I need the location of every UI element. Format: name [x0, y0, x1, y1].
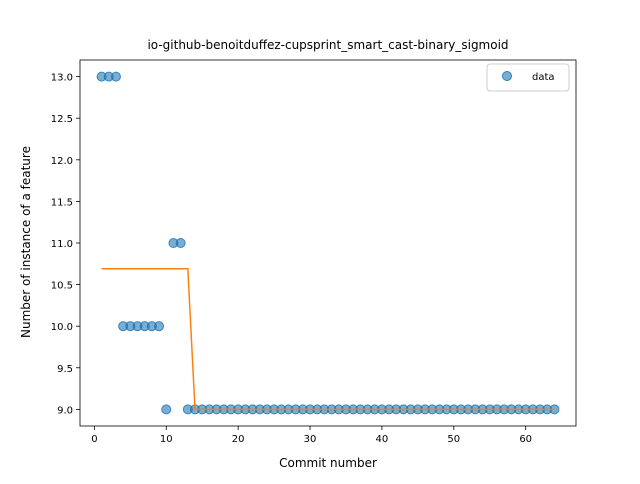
data-point [154, 321, 165, 332]
x-tick-label: 10 [160, 434, 173, 445]
x-tick-label: 0 [91, 434, 97, 445]
y-tick-label: 10.5 [51, 281, 73, 292]
x-axis-label: Commit number [279, 456, 377, 470]
x-tick-label: 60 [519, 434, 532, 445]
data-point [161, 404, 172, 415]
legend-box [486, 63, 570, 92]
y-tick-label: 13.0 [51, 73, 73, 84]
x-tick-label: 50 [447, 434, 460, 445]
legend-label-data: data [532, 72, 555, 83]
y-tick-label: 10.0 [51, 322, 73, 333]
y-axis-label: Number of instance of a feature [19, 146, 33, 338]
y-tick-label: 11.0 [51, 239, 73, 250]
data-point [110, 71, 121, 82]
y-tick-label: 12.0 [51, 156, 73, 167]
chart-title: io-github-benoitduffez-cupsprint_smart_c… [147, 38, 508, 52]
x-tick-label: 20 [232, 434, 245, 445]
axes: 0 10 20 30 40 50 60 9.0 9.5 10.0 10.5 11.0 11.5 12.0 1… [51, 59, 577, 445]
legend-marker-data [502, 71, 512, 81]
y-tick-label: 11.5 [51, 197, 73, 208]
x-tick-label: 30 [304, 434, 317, 445]
x-tick-label: 40 [376, 434, 389, 445]
y-tick-label: 9.0 [57, 405, 73, 416]
y-tick-label: 9.5 [57, 364, 73, 375]
data-point [175, 238, 186, 248]
fit-line [101, 268, 555, 411]
y-tick-label: 12.5 [51, 114, 73, 125]
plot-area [96, 71, 560, 415]
legend: data [486, 63, 570, 92]
